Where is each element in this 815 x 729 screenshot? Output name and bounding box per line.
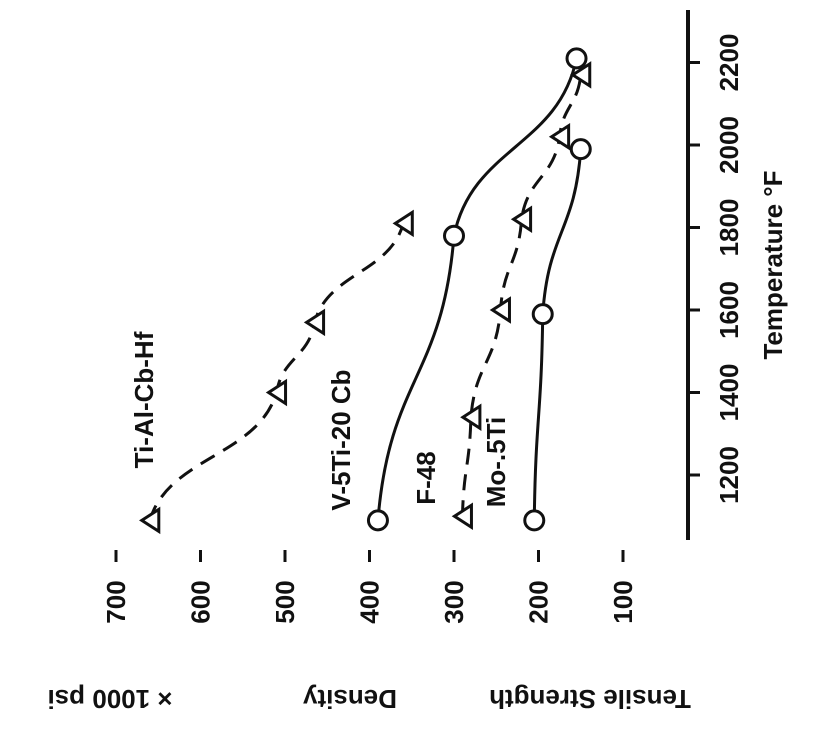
- temperature-tick-label-1400: 1400: [714, 364, 744, 422]
- point-v-5ti-20-cb-2: [565, 47, 588, 70]
- x-axis-label: Temperature °F: [758, 170, 788, 359]
- point-ti-al-cb-hf-2: [303, 308, 326, 337]
- strength-tick-label-600: 600: [186, 580, 216, 623]
- temperature-tick-label-1600: 1600: [714, 281, 744, 339]
- point-ti-al-cb-hf-1: [265, 378, 288, 407]
- point-f-48-3: [510, 205, 533, 234]
- temperature-ticks: 1200 1400 1600 1800 2000 2200: [688, 34, 744, 504]
- point-v-5ti-20-cb-0: [366, 509, 389, 532]
- strength-tick-label-200: 200: [524, 580, 554, 623]
- point-f-48-2: [489, 296, 511, 324]
- series-line-mo-5ti: [532, 149, 583, 521]
- series-label-v-5ti-20cb: V-5Ti-20 Cb: [326, 369, 356, 510]
- y-axis-label-line-1: Tensile Strength: [489, 684, 691, 714]
- strength-tick-label-300: 300: [439, 580, 469, 623]
- y-axis-label-line-2: Density: [303, 684, 397, 714]
- temperature-tick-label-2000: 2000: [714, 116, 744, 174]
- strength-tick-label-500: 500: [270, 580, 300, 623]
- y-axis-label-line-3: × 1000 psi: [47, 684, 172, 714]
- strength-tick-label-400: 400: [355, 580, 385, 623]
- point-mo-5ti-1: [531, 303, 554, 326]
- series-label-f-48: F-48: [411, 451, 441, 504]
- series-label-ti-al-cb-hf: Ti-Al-Cb-Hf: [129, 331, 159, 468]
- y-axis-label: Tensile Strength Density × 1000 psi: [47, 684, 690, 714]
- strength-ticks: 100 200 300 400 500 600 700: [101, 550, 638, 624]
- temperature-tick-label-2200: 2200: [714, 34, 744, 92]
- temperature-tick-label-1800: 1800: [714, 199, 744, 257]
- temperature-tick-label-1200: 1200: [714, 446, 744, 504]
- series-label-mo-5ti: Mo-.5Ti: [481, 417, 511, 508]
- point-mo-5ti-2: [569, 138, 592, 161]
- point-f-48-4: [548, 122, 571, 151]
- point-ti-al-cb-hf-0: [139, 506, 161, 535]
- strength-tick-label-700: 700: [101, 580, 131, 623]
- point-ti-al-cb-hf-3: [392, 209, 414, 238]
- point-mo-5ti-0: [523, 509, 546, 532]
- point-f-48-0: [451, 502, 473, 531]
- point-v-5ti-20-cb-1: [443, 224, 465, 247]
- series-line-ti-al-cb-hf: [148, 222, 405, 521]
- strength-tick-label-100: 100: [608, 580, 638, 623]
- point-f-48-5: [569, 61, 592, 89]
- point-f-48-1: [460, 403, 482, 432]
- series-group: [139, 47, 592, 535]
